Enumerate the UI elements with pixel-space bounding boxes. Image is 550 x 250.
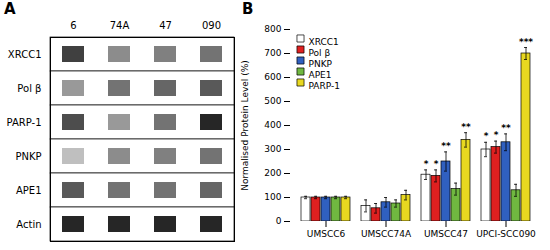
- svg-text:**: **: [461, 122, 471, 132]
- svg-text:200: 200: [264, 168, 281, 178]
- svg-text:UMSCC6: UMSCC6: [307, 229, 346, 239]
- svg-text:XRCC1: XRCC1: [309, 37, 339, 47]
- svg-text:APE1: APE1: [16, 185, 42, 196]
- svg-text:XRCC1: XRCC1: [8, 49, 42, 60]
- svg-text:47: 47: [159, 20, 172, 31]
- svg-text:**: **: [441, 141, 451, 151]
- svg-text:500: 500: [264, 96, 281, 106]
- svg-text:600: 600: [264, 72, 281, 82]
- svg-text:6: 6: [70, 20, 76, 31]
- svg-text:PARP-1: PARP-1: [309, 81, 340, 91]
- svg-text:800: 800: [264, 24, 281, 34]
- svg-text:090: 090: [202, 20, 221, 31]
- svg-text:Pol β: Pol β: [309, 48, 331, 58]
- svg-text:***: ***: [519, 37, 533, 47]
- html-text:B: B: [242, 0, 254, 18]
- svg-text:PNKP: PNKP: [309, 59, 333, 69]
- svg-text:74A: 74A: [110, 20, 130, 31]
- svg-text:400: 400: [264, 120, 281, 130]
- svg-text:UPCI-SCC090: UPCI-SCC090: [476, 229, 536, 239]
- svg-text:*: *: [424, 159, 429, 169]
- svg-text:*: *: [494, 130, 499, 140]
- svg-text:*: *: [434, 159, 439, 169]
- svg-text:Pol β: Pol β: [17, 83, 41, 94]
- html-text:A: A: [4, 0, 16, 18]
- svg-text:*: *: [484, 131, 489, 141]
- svg-text:Actin: Actin: [16, 219, 41, 230]
- svg-text:UMSCC74A: UMSCC74A: [361, 229, 412, 239]
- svg-text:**: **: [501, 123, 511, 133]
- svg-text:PARP-1: PARP-1: [7, 117, 42, 128]
- svg-text:700: 700: [264, 48, 281, 58]
- svg-text:UMSCC47: UMSCC47: [424, 229, 468, 239]
- svg-text:0: 0: [276, 216, 282, 226]
- svg-text:300: 300: [264, 144, 281, 154]
- svg-text:Normalised Protein Level (%): Normalised Protein Level (%): [240, 60, 250, 190]
- svg-text:APE1: APE1: [309, 70, 332, 80]
- svg-text:PNKP: PNKP: [15, 151, 41, 162]
- svg-text:100: 100: [264, 192, 281, 202]
